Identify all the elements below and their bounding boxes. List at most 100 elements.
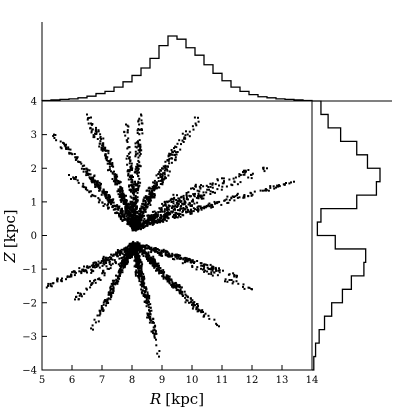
- scatter-point: [163, 171, 166, 174]
- scatter-point: [138, 280, 141, 283]
- scatter-point: [138, 255, 141, 258]
- scatter-point: [191, 198, 194, 201]
- scatter-point: [266, 167, 268, 170]
- scatter-point: [213, 200, 216, 203]
- scatter-point: [173, 216, 176, 219]
- scatter-point: [136, 191, 139, 194]
- scatter-point: [152, 332, 155, 335]
- scatter-point: [193, 202, 196, 205]
- scatter-point: [146, 258, 148, 261]
- scatter-point: [238, 196, 241, 199]
- scatter-point: [128, 215, 131, 218]
- scatter-point: [194, 304, 197, 307]
- scatter-point: [99, 262, 102, 265]
- scatter-point: [186, 206, 188, 209]
- scatter-point: [147, 197, 150, 200]
- scatter-point: [144, 220, 147, 223]
- scatter-point: [139, 207, 142, 210]
- scatter-point: [160, 249, 163, 252]
- scatter-point: [178, 212, 181, 215]
- scatter-point: [226, 280, 229, 283]
- scatter-point: [185, 195, 188, 198]
- scatter-point: [123, 130, 126, 133]
- scatter-point: [236, 196, 239, 199]
- scatter-point: [139, 165, 142, 168]
- scatter-point: [147, 245, 150, 248]
- scatter-point: [148, 196, 151, 199]
- scatter-point: [128, 162, 131, 165]
- scatter-point: [116, 182, 119, 185]
- scatter-point: [105, 302, 108, 305]
- scatter-point: [104, 259, 107, 262]
- scatter-point: [141, 279, 144, 282]
- scatter-point: [133, 198, 136, 201]
- scatter-point: [205, 184, 208, 187]
- scatter-point: [227, 201, 230, 204]
- scatter-point: [168, 279, 171, 282]
- scatter-point: [128, 248, 131, 251]
- scatter-point: [150, 214, 153, 217]
- scatter-point: [207, 267, 210, 270]
- scatter-point: [83, 168, 86, 170]
- scatter-point: [149, 260, 152, 263]
- scatter-point: [182, 210, 184, 212]
- scatter-point: [140, 245, 143, 248]
- scatter-point: [144, 291, 146, 294]
- scatter-point: [184, 301, 187, 304]
- scatter-point: [175, 287, 178, 289]
- scatter-point: [120, 195, 123, 198]
- scatter-point: [162, 204, 165, 207]
- scatter-point: [126, 155, 129, 157]
- scatter-point: [159, 254, 162, 257]
- scatter-point: [128, 218, 131, 221]
- scatter-point: [204, 312, 207, 315]
- scatter-point: [112, 286, 115, 289]
- scatter-point: [128, 249, 131, 252]
- scatter-point: [122, 260, 125, 262]
- scatter-point: [202, 185, 205, 188]
- scatter-point: [111, 284, 114, 287]
- scatter-point: [118, 205, 121, 208]
- scatter-point: [131, 229, 134, 232]
- scatter-point: [91, 123, 94, 125]
- scatter-point: [128, 212, 131, 215]
- scatter-point: [119, 268, 122, 271]
- scatter-point: [151, 330, 154, 333]
- scatter-point: [138, 177, 141, 180]
- scatter-point: [131, 200, 134, 203]
- scatter-point: [131, 204, 134, 207]
- scatter-point: [191, 264, 194, 267]
- scatter-point: [140, 207, 143, 210]
- scatter-point: [206, 266, 209, 269]
- scatter-point: [49, 282, 52, 285]
- scatter-point: [134, 229, 137, 232]
- scatter-point: [102, 205, 105, 207]
- scatter-point: [164, 249, 167, 252]
- scatter-point: [218, 271, 221, 274]
- scatter-point: [123, 255, 126, 258]
- scatter-point: [160, 219, 163, 222]
- scatter-point: [126, 256, 129, 259]
- scatter-point: [195, 268, 198, 271]
- scatter-point: [162, 172, 165, 175]
- scatter-point: [78, 294, 81, 297]
- scatter-point: [185, 299, 188, 302]
- scatter-point: [109, 196, 111, 199]
- scatter-point: [155, 332, 158, 335]
- scatter-point: [61, 277, 63, 280]
- scatter-point: [174, 282, 177, 285]
- scatter-point: [138, 267, 141, 270]
- scatter-point: [163, 204, 166, 207]
- scatter-point: [124, 218, 126, 221]
- scatter-point: [92, 180, 95, 183]
- scatter-point: [75, 176, 77, 178]
- scatter-point: [132, 203, 135, 206]
- scatter-point: [167, 159, 170, 162]
- scatter-point: [111, 206, 114, 209]
- scatter-point: [153, 333, 156, 336]
- scatter-point: [210, 266, 213, 269]
- scatter-point: [150, 222, 153, 225]
- scatter-point: [199, 186, 202, 189]
- scatter-point: [147, 301, 150, 303]
